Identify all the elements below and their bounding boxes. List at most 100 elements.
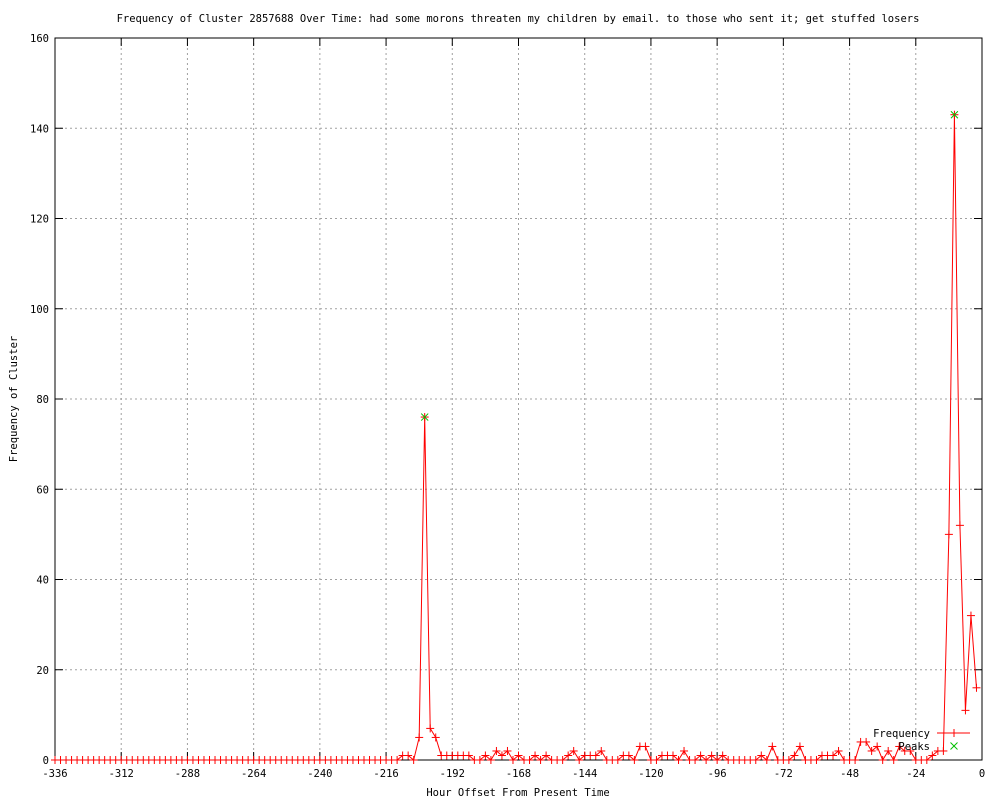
frequency-point [475,756,484,764]
frequency-point [464,751,473,760]
marker-d2 [950,110,959,119]
frequency-point [514,751,523,760]
frequency-point [669,751,677,760]
x-tick-label: -168 [506,768,531,780]
legend-marker-peaks [950,742,958,750]
x-tick-label: -120 [638,768,663,780]
frequency-point [426,724,435,733]
frequency-point [895,742,904,751]
x-tick-label: -240 [307,768,332,780]
x-tick-label: -288 [175,768,200,780]
frequency-point [569,746,578,755]
frequency-point [966,611,975,620]
frequency-point [558,756,567,764]
frequency-point [431,733,440,742]
x-tick-label: -96 [708,768,727,780]
frequency-point [404,751,413,760]
frequency-point [862,737,871,746]
grid [55,38,982,760]
frequency-point [784,756,793,764]
frequency-point [790,751,799,760]
x-tick-label: -72 [774,768,793,780]
frequency-point [707,751,716,760]
x-tick-label: -336 [42,768,67,780]
x-axis-label: Hour Offset From Present Time [426,787,609,799]
frequency-point [834,746,843,755]
frequency-point [867,746,876,755]
frequency-point [674,756,683,764]
frequency-point [409,756,418,764]
frequency-point [564,751,573,760]
frequency-point [889,756,898,764]
x-tick-label: -192 [440,768,465,780]
frequency-point [575,756,584,764]
plot-border [54,37,983,761]
frequency-point [613,756,622,764]
frequency-line [55,114,977,762]
y-tick-label: 140 [30,123,49,135]
y-tick-label: 100 [30,304,49,316]
x-tick-label: 0 [979,768,985,780]
y-tick-label: 160 [30,33,49,45]
frequency-point [415,733,424,742]
y-tick-label: 80 [36,394,49,406]
series [51,110,981,764]
frequency-point [503,746,512,755]
frequency-point [542,751,551,760]
marker-d2 [950,742,958,750]
frequency-point [795,742,804,751]
frequency-point [718,751,727,760]
frequency-point [751,756,760,764]
frequency-point [691,756,700,764]
x-tick-label: -312 [109,768,134,780]
frequency-point [768,742,777,751]
frequency-point [696,751,705,760]
x-tick-label: -24 [906,768,925,780]
frequency-point [944,530,953,539]
frequency-point [680,746,689,755]
peak-point [420,413,429,421]
frequency-point [906,746,915,755]
y-tick-label: 40 [36,575,49,587]
frequency-point [878,756,887,764]
frequency-point [922,756,931,764]
frequency-point [702,756,711,764]
frequency-point [641,742,650,751]
frequency-point [961,706,970,715]
legend-marker-frequency [950,729,958,737]
frequency-point [928,751,937,760]
frequency-point [972,683,981,692]
chart-title: Frequency of Cluster 2857688 Over Time: … [117,13,920,25]
frequency-point [591,751,600,760]
frequency-point [873,742,882,751]
frequency-point [652,756,661,764]
frequency-point [486,756,495,764]
y-tick-label: 60 [36,484,49,496]
peak-point [950,110,959,119]
y-tick-label: 0 [43,755,49,767]
frequency-point [481,751,490,760]
legend: Frequency Peaks [873,728,970,753]
frequency-point [597,746,606,755]
y-tick-label: 120 [30,214,49,226]
frequency-point [851,756,860,764]
frequency-point [393,756,402,764]
frequency-point [508,756,517,764]
y-axis-label: Frequency of Cluster [8,336,20,462]
x-tick-label: -144 [572,768,597,780]
frequency-point [884,746,893,755]
frequency-point [624,751,633,760]
x-tick-label: -48 [840,768,859,780]
frequency-point [939,746,948,755]
frequency-point [497,751,506,760]
frequency-point [525,756,534,764]
frequency-point [812,756,821,764]
axes: 0 20 40 60 80 100 120 140 160 -336 -312 -288 -264 -24… [30,33,985,780]
frequency-point [829,751,838,760]
frequency-point [713,756,722,764]
frequency-point [536,756,545,764]
legend-label-frequency: Frequency [873,728,930,740]
x-tick-label: -216 [373,768,398,780]
legend-label-peaks: Peaks [898,741,930,753]
